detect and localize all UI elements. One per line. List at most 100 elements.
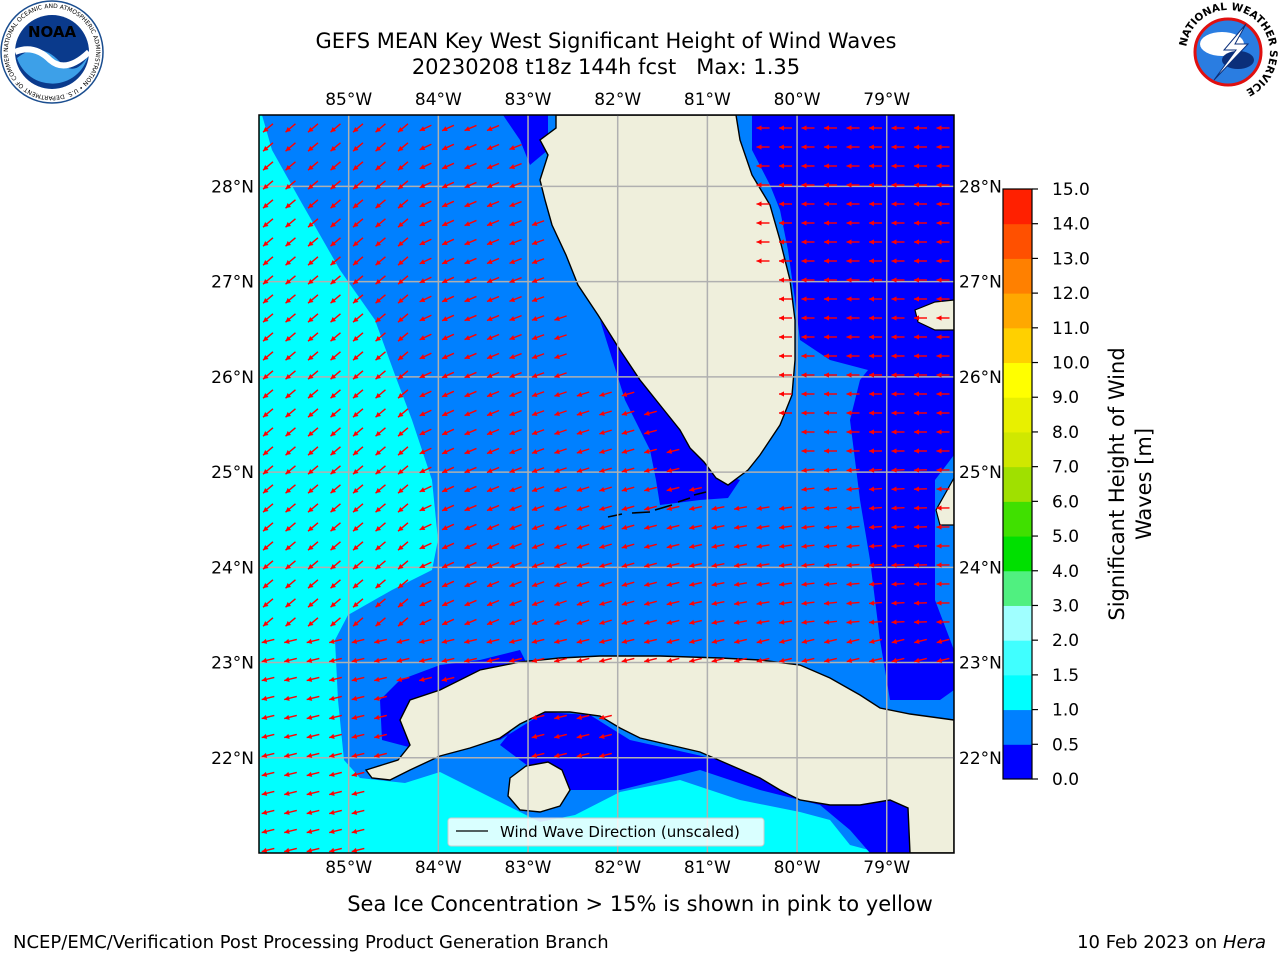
wind-arrow-head: [419, 316, 426, 321]
wind-arrow-head: [711, 638, 718, 644]
wind-arrow-head: [308, 430, 314, 437]
wind-arrow-head: [914, 144, 919, 150]
wind-arrow-head: [398, 126, 404, 133]
wind-arrow-head: [330, 601, 337, 608]
wind-arrow-head: [419, 221, 426, 226]
wind-arrow-head: [263, 373, 269, 380]
wind-arrow-head: [801, 163, 807, 169]
wind-arrow-head: [531, 316, 538, 321]
wind-arrow-head: [576, 752, 583, 758]
wind-arrow-head: [621, 562, 628, 568]
wind-arrow-head: [599, 638, 605, 644]
axis-tick-labels: 85°W 85°W 84°W 84°W 83°W 83°W 82°W 82°W 81°W 81°W…: [211, 90, 1002, 878]
wind-arrow-head: [509, 657, 515, 663]
wind-arrow-head: [419, 145, 426, 150]
wind-arrow-head: [531, 601, 538, 606]
wind-arrow-head: [306, 733, 313, 739]
wind-arrow-head: [285, 354, 292, 361]
wind-arrow-head: [869, 277, 874, 283]
wind-arrow-head: [486, 145, 493, 150]
wind-arrow-head: [375, 449, 382, 456]
wind-arrow-head: [824, 315, 829, 321]
wind-arrow-head: [419, 126, 426, 131]
wind-arrow-head: [353, 221, 359, 228]
wind-arrow-head: [308, 525, 314, 532]
wind-arrow-head: [891, 239, 897, 245]
wind-arrow-head: [554, 506, 560, 511]
wind-arrow-head: [666, 505, 673, 511]
wind-arrow-head: [891, 201, 897, 207]
wind-arrow-head: [486, 278, 493, 283]
wind-arrow-head: [779, 163, 784, 169]
wind-arrow-head: [263, 164, 269, 171]
colorbar-swatch: [1003, 674, 1032, 711]
wind-arrow-head: [375, 392, 382, 399]
wind-arrow-head: [419, 449, 426, 454]
wind-arrow-head: [666, 562, 673, 568]
colorbar-swatch: [1003, 709, 1032, 745]
wind-arrow-head: [285, 525, 292, 532]
wind-arrow-head: [756, 505, 762, 511]
lon-tick-label: 81°W: [684, 858, 731, 878]
wind-arrow-head: [306, 752, 313, 758]
wind-arrow-head: [509, 316, 516, 321]
wind-arrow-head: [554, 582, 560, 587]
colorbar-tick-label: 9.0: [1052, 388, 1079, 408]
wind-arrow-head: [531, 563, 538, 568]
wind-arrow-head: [486, 202, 493, 207]
colorbar-swatch: [1003, 327, 1032, 364]
lon-tick-label: 85°W: [325, 858, 372, 878]
wind-arrow-head: [308, 582, 314, 589]
wind-arrow-head: [442, 259, 448, 264]
wind-arrow-head: [442, 373, 448, 378]
wind-arrow-head: [711, 581, 718, 587]
wind-arrow-head: [375, 430, 382, 437]
wind-arrow-head: [330, 278, 337, 285]
wind-arrow-head: [914, 125, 919, 131]
wind-arrow-head: [779, 239, 784, 245]
wind-arrow-head: [285, 487, 292, 494]
wind-arrow-head: [779, 372, 784, 378]
wind-arrow-head: [666, 524, 673, 530]
wind-arrow-head: [689, 505, 695, 511]
wind-arrow-head: [644, 429, 650, 435]
wind-arrow-head: [779, 562, 785, 568]
wind-arrow-head: [284, 847, 290, 853]
wind-arrow-head: [330, 259, 337, 266]
wind-arrow-head: [464, 202, 471, 207]
wind-arrow-head: [419, 563, 426, 568]
wind-arrow-head: [442, 392, 448, 397]
wind-arrow-head: [398, 354, 404, 361]
wind-arrow-head: [486, 620, 493, 625]
wind-arrow-head: [621, 619, 628, 625]
wind-arrow-head: [824, 125, 829, 131]
wind-arrow-head: [375, 468, 382, 475]
wind-arrow-head: [375, 620, 382, 627]
colorbar-tick-label: 0.0: [1052, 770, 1079, 790]
wind-arrow-head: [599, 505, 605, 511]
wind-arrow-head: [914, 543, 920, 549]
wind-arrow-head: [801, 315, 807, 321]
wind-arrow-head: [353, 335, 359, 342]
wind-arrow-head: [914, 334, 919, 340]
wind-arrow-head: [285, 202, 292, 209]
wind-arrow-head: [914, 410, 919, 416]
wind-arrow-head: [353, 487, 359, 494]
wind-arrow-head: [419, 582, 426, 587]
wind-arrow-head: [801, 391, 807, 397]
wind-arrow-head: [869, 619, 875, 625]
wind-arrow-head: [846, 657, 853, 663]
wind-arrow-head: [441, 676, 448, 682]
wind-arrow-head: [486, 525, 493, 530]
wind-arrow-head: [936, 163, 942, 169]
wind-arrow-head: [621, 486, 628, 492]
wind-arrow-head: [419, 240, 426, 245]
wind-arrow-head: [621, 505, 628, 511]
wind-arrow-head: [396, 657, 403, 663]
wind-arrow-head: [285, 145, 292, 152]
wind-arrow-head: [779, 638, 785, 644]
wind-arrow-head: [263, 411, 269, 418]
wind-arrow-head: [779, 543, 785, 549]
wind-arrow-head: [464, 183, 471, 188]
wind-arrow-head: [891, 467, 897, 473]
